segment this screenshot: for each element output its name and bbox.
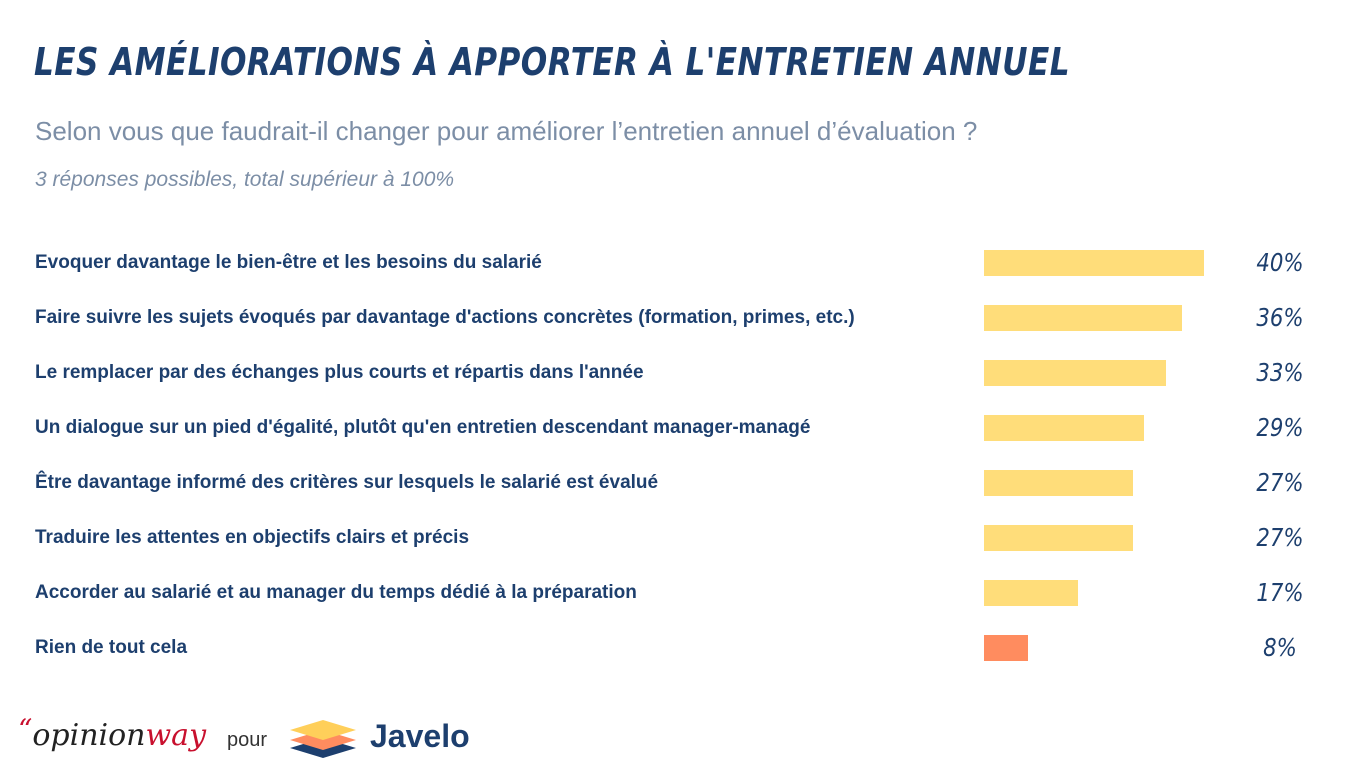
- bar-label: Rien de tout cela: [35, 637, 188, 658]
- bar: [984, 250, 1204, 276]
- opinionway-text-accent: way: [145, 718, 207, 753]
- value-label: 27%: [1256, 523, 1304, 552]
- bar: [984, 525, 1133, 551]
- survey-question: Selon vous que faudrait-il changer pour …: [35, 116, 978, 146]
- value-label: 17%: [1256, 578, 1304, 607]
- value-label: 29%: [1256, 413, 1304, 442]
- page-title: LES AMÉLIORATIONS À APPORTER À L'ENTRETI…: [34, 40, 1070, 84]
- bar-label: Accorder au salarié et au manager du tem…: [35, 582, 637, 603]
- bar-label: Traduire les attentes en objectifs clair…: [35, 527, 470, 548]
- bar: [984, 360, 1166, 386]
- value-label: 36%: [1256, 303, 1304, 332]
- bar-label: Être davantage informé des critères sur …: [35, 472, 659, 493]
- layer-top: [290, 720, 356, 740]
- brand-name: Javelo: [370, 718, 470, 754]
- value-label: 40%: [1256, 248, 1304, 277]
- bar: [984, 470, 1133, 496]
- bar-label: Evoquer davantage le bien-être et les be…: [35, 252, 542, 273]
- value-label: 33%: [1256, 358, 1304, 387]
- bar: [984, 635, 1028, 661]
- connector-text: pour: [227, 729, 268, 751]
- footer: “opinionway pour Javelo: [18, 712, 498, 762]
- opinionway-quote: “: [18, 713, 33, 746]
- bar-label: Le remplacer par des échanges plus court…: [35, 362, 644, 383]
- opinionway-logo: “opinionway: [18, 713, 207, 753]
- opinionway-text: opinion: [32, 718, 146, 753]
- response-note: 3 réponses possibles, total supérieur à …: [35, 168, 455, 191]
- value-label: 27%: [1256, 468, 1304, 497]
- value-label: 8%: [1263, 633, 1297, 662]
- bar: [984, 415, 1144, 441]
- bar: [984, 305, 1182, 331]
- bar-label: Un dialogue sur un pied d'égalité, plutô…: [35, 417, 811, 438]
- bar-label: Faire suivre les sujets évoqués par dava…: [35, 307, 855, 328]
- bar: [984, 580, 1078, 606]
- stacked-layers-icon: [290, 720, 356, 758]
